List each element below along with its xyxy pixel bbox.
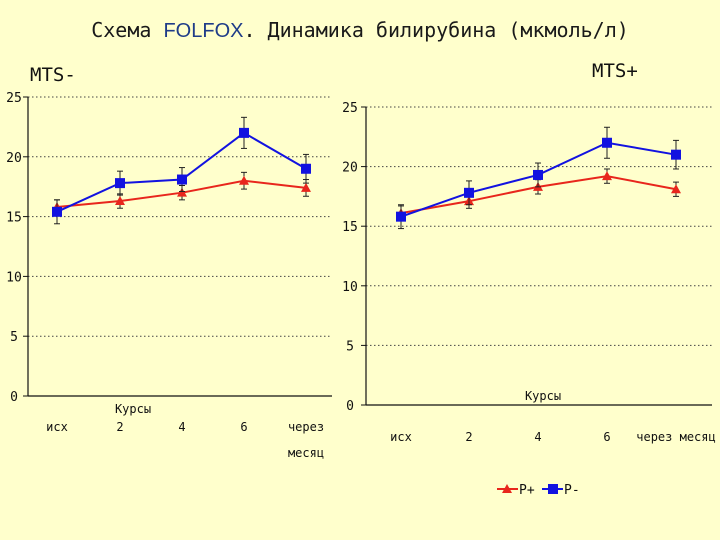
legend-swatch-marker-p-minus [548, 484, 558, 494]
chart-panel-mts-plus: 0 5 10 15 20 25 исх 2 4 6 через месяц Курсы [342, 101, 716, 444]
data-point-p-plus [301, 182, 311, 192]
data-point-p-minus [301, 163, 311, 174]
title-part-2: . Динамика билирубина (мкмоль/л) [243, 18, 629, 42]
data-point-p-minus [602, 137, 612, 148]
data-point-p-plus [115, 196, 125, 206]
y-tick-label: 15 [6, 211, 22, 226]
chart-title: Схема FOLFOX. Динамика билирубина (мкмол… [0, 18, 720, 43]
y-tick-label: 25 [6, 91, 22, 106]
data-point-p-minus [52, 206, 62, 217]
y-tick-label: 5 [346, 339, 354, 354]
legend-label-p-plus: P+ [519, 483, 535, 498]
y-tick-label: 0 [10, 390, 18, 405]
data-point-p-minus [115, 178, 125, 189]
x-tick-label: 4 [178, 420, 185, 434]
data-point-p-plus [177, 187, 187, 197]
x-tick-label: через месяц [636, 430, 715, 444]
x-axis-title: Курсы [115, 402, 151, 416]
panel-label-mts-minus: MTS- [30, 64, 76, 86]
legend-label-p-minus: P- [564, 483, 580, 498]
x-tick-label-line: через [288, 420, 324, 434]
x-tick-label: через месяц [288, 420, 324, 460]
x-tick-label-line: месяц [288, 446, 324, 460]
x-tick-label: исх [390, 430, 412, 444]
x-tick-label: 6 [603, 430, 610, 444]
y-tick-label: 20 [342, 161, 358, 176]
chart-panel-mts-minus: 0 5 10 15 20 25 исх 2 4 6 через месяц Курсы [6, 91, 332, 460]
x-tick-label: 2 [116, 420, 123, 434]
data-point-p-plus [602, 171, 612, 181]
y-tick-label: 20 [6, 151, 22, 166]
x-tick-label: 4 [534, 430, 541, 444]
panel-label-mts-plus: MTS+ [592, 60, 638, 82]
legend: P+ P- [497, 483, 580, 498]
x-tick-label: 2 [465, 430, 472, 444]
y-tick-label: 25 [342, 101, 358, 116]
data-point-p-plus [239, 175, 249, 185]
y-tick-label: 15 [342, 220, 358, 235]
title-accent: FOLFOX [163, 20, 244, 42]
data-point-p-plus [671, 184, 681, 194]
data-point-p-minus [177, 174, 187, 185]
data-point-p-minus [464, 187, 474, 198]
x-tick-label: исх [46, 420, 68, 434]
data-point-p-minus [239, 127, 249, 138]
data-point-p-minus [533, 169, 543, 180]
y-tick-label: 10 [342, 280, 358, 295]
data-point-p-minus [396, 211, 406, 222]
x-tick-label: 6 [240, 420, 247, 434]
title-part-1: Схема [91, 18, 164, 42]
y-tick-label: 5 [10, 330, 18, 345]
y-tick-label: 0 [346, 399, 354, 414]
data-point-p-minus [671, 149, 681, 160]
y-tick-label: 10 [6, 270, 22, 285]
x-axis-title: Курсы [525, 389, 561, 403]
legend-swatch-marker-p-plus [502, 484, 512, 493]
